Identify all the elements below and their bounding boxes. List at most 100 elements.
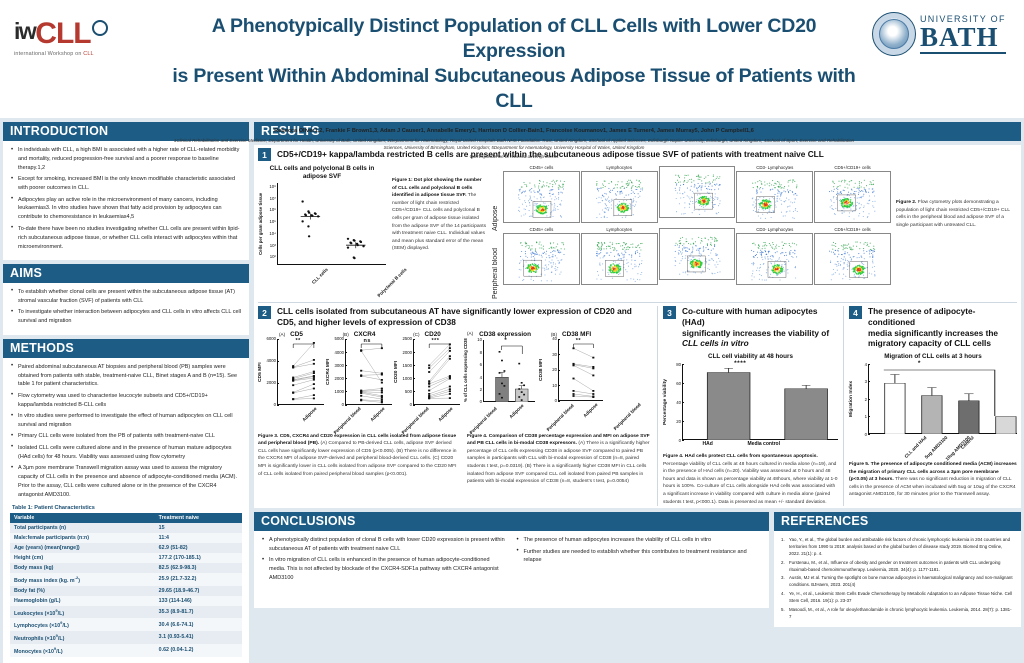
table-cell-value: 35.3 (8.9-81.7) [155, 606, 242, 619]
fig5-migration-xlabel-3: Control [960, 435, 975, 450]
table-cell-value: 0.62 (0.04-1.2) [155, 644, 242, 657]
table-row: Leukocytes (×109/L)35.3 (8.9-81.7) [10, 606, 242, 619]
table-row: Body mass (kg)82.5 (62.9-98.3) [10, 563, 242, 573]
fig3b-cxcr4-xlabel-0: Adipose [369, 406, 385, 422]
fig5-migration-title: Migration of CLL cells at 3 hours [849, 353, 1017, 361]
fig4b-cd38-mfi-xlabel-1: Peripheral blood [612, 402, 641, 431]
fig3b-cxcr4-data [346, 339, 392, 405]
aims-section: AIMS To establish whether clonal cells a… [3, 264, 249, 335]
fig4-viability-significance: **** [734, 360, 746, 367]
fig5-migration-significance: * [918, 360, 921, 367]
list-item: To investigate whether interaction betwe… [10, 308, 242, 326]
fig1-points [278, 183, 386, 265]
flow-col-3: CD3- Lymphocytes [736, 165, 813, 223]
ytick: 40 [552, 336, 557, 341]
fig4a-cd38-pct: (A)CD38 expression% of CLL cells express… [463, 331, 535, 429]
page-title: A Phenotypically Distinct Population of … [160, 14, 868, 114]
table-cell-variable: Total participants (n) [10, 523, 155, 533]
table-cell-variable: Age (years) (mean[range]) [10, 543, 155, 553]
fig1-ytick: 10² [270, 254, 276, 259]
poster-header: iw CLL international Workshop on CLL A P… [0, 0, 1024, 118]
logo-subtitle: international Workshop on CLL [14, 51, 156, 57]
bath-university-logo: UNIVERSITY OF BATH [872, 4, 1018, 56]
panel-3-title-line2: significantly increases the viability of [682, 328, 838, 339]
fig3c-cd20-data [414, 339, 460, 405]
title-block: A Phenotypically Distinct Population of … [156, 4, 872, 159]
table-cell-variable: Haemoglobin (g/L) [10, 596, 155, 606]
flow-col-4: CD5+/CD19+ cells [814, 165, 891, 223]
ytick: 10 [552, 383, 557, 388]
table-row: Total participants (n)15 [10, 523, 242, 533]
flow-col-pb-2 [659, 227, 736, 285]
flow-col-pb-3: CD3- Lymphocytes [736, 227, 813, 285]
table-cell-value: 25.9 (21.7-32.2) [155, 573, 242, 586]
conclusions-section: CONCLUSIONS A phenotypically distinct po… [254, 512, 769, 608]
panel-3-number: 3 [663, 306, 676, 319]
list-item: The presence of human adipocytes increas… [516, 536, 763, 545]
fig1-ytick: 10³ [270, 243, 276, 248]
list-item: To-date there have been no studies inves… [10, 225, 242, 252]
panel-4-title: The presence of adipocyte-conditioned me… [868, 306, 1017, 349]
panel-2-number: 2 [258, 306, 271, 319]
fig2-caption: Figure 2. Flow cytometry plots demonstra… [891, 165, 1017, 299]
flow-plot-adipose [736, 171, 813, 223]
fig4a-xlabel-0: Adipose [508, 403, 524, 419]
fig4a-significance: * [504, 338, 507, 344]
bath-crest-icon [872, 12, 916, 56]
list-item: Paired abdominal subcutaneous AT biopsie… [10, 363, 242, 390]
list-item: Primary CLL cells were isolated from the… [10, 432, 242, 441]
viability-caption-bold: Figure 4. HAd cells protect CLL cells fr… [663, 454, 818, 459]
conclusions-col-1: A phenotypically distinct population of … [261, 536, 508, 586]
panel-4-title-line2: media significantly increases the [868, 328, 1017, 339]
flow-plot-pb [659, 228, 736, 280]
iwcll-logo: iw CLL international Workshop on CLL [6, 4, 156, 57]
list-item: Isolated CLL cells were cultured alone a… [10, 444, 242, 462]
ytick: 4000 [266, 358, 276, 363]
logo-subtitle-red: CLL [83, 51, 94, 57]
table-cell-value: 11:4 [155, 533, 242, 543]
fig4a-data [484, 340, 535, 402]
logo-iw-text: iw [14, 20, 35, 43]
author-list: Rebecca Oliver1,2, Frankie F Brown1,3, A… [160, 127, 868, 135]
list-item: Further studies are needed to establish … [516, 548, 763, 566]
fig1-ytick: 10⁷ [270, 196, 276, 201]
list-item: In vitro studies were performed to inves… [10, 412, 242, 430]
panel-4-title-line3: migratory capacity of CLL cells [868, 338, 1017, 349]
flow-col-1: Lymphocytes [581, 165, 658, 223]
flow-col-pb-1: Lymphocytes [581, 227, 658, 285]
table-header-variable: Variable [10, 513, 155, 523]
ytick: 4000 [334, 350, 344, 355]
table-cell-variable: Body mass index (kg. m-2) [10, 573, 155, 586]
table-cell-variable: Neutrophils (×109/L) [10, 631, 155, 644]
ytick: 1500 [402, 363, 412, 368]
ytick: 0 [342, 402, 344, 407]
table-row: Body fat (%)29.65 (18.9-46.7) [10, 586, 242, 596]
bath-name-label: BATH [920, 24, 1006, 54]
table-row: Height (cm)177.2 (170-185.1) [10, 553, 242, 563]
list-item: Adipocytes play an active role in the mi… [10, 196, 242, 223]
fig1-title: CLL cells and polyclonal B cells in adip… [258, 165, 386, 181]
list-item: In vitro migration of CLL cells is enhan… [261, 556, 508, 583]
results-panel-4: 4 The presence of adipocyte-conditioned … [844, 306, 1017, 506]
panel-3-title: Co-culture with human adipocytes (HAd) s… [682, 306, 838, 349]
ytick: 2000 [402, 350, 412, 355]
flow-col-label: CD45+ cells [530, 165, 554, 170]
flow-row-label-adipose: Adipose [492, 171, 503, 231]
fig1-xlabels: CLL cells Polyclonal B cells [277, 265, 386, 291]
fig4a-ylabel: % of CLL cells expressing CD38 [463, 340, 474, 402]
table-cell-variable: Monocytes (×109/L) [10, 644, 155, 657]
fig4-caption-rest: (A) There is a significantly higher perc… [467, 441, 649, 484]
correspondence: Correspondence to rebecca.oliver@nhs.net [160, 154, 868, 159]
reference-item: Yao, Y., et al., The global burden and a… [781, 536, 1014, 557]
conclusions-col-2: The presence of human adipocytes increas… [516, 536, 763, 586]
flow-plot-adipose [659, 166, 736, 218]
ytick: 30 [552, 352, 557, 357]
